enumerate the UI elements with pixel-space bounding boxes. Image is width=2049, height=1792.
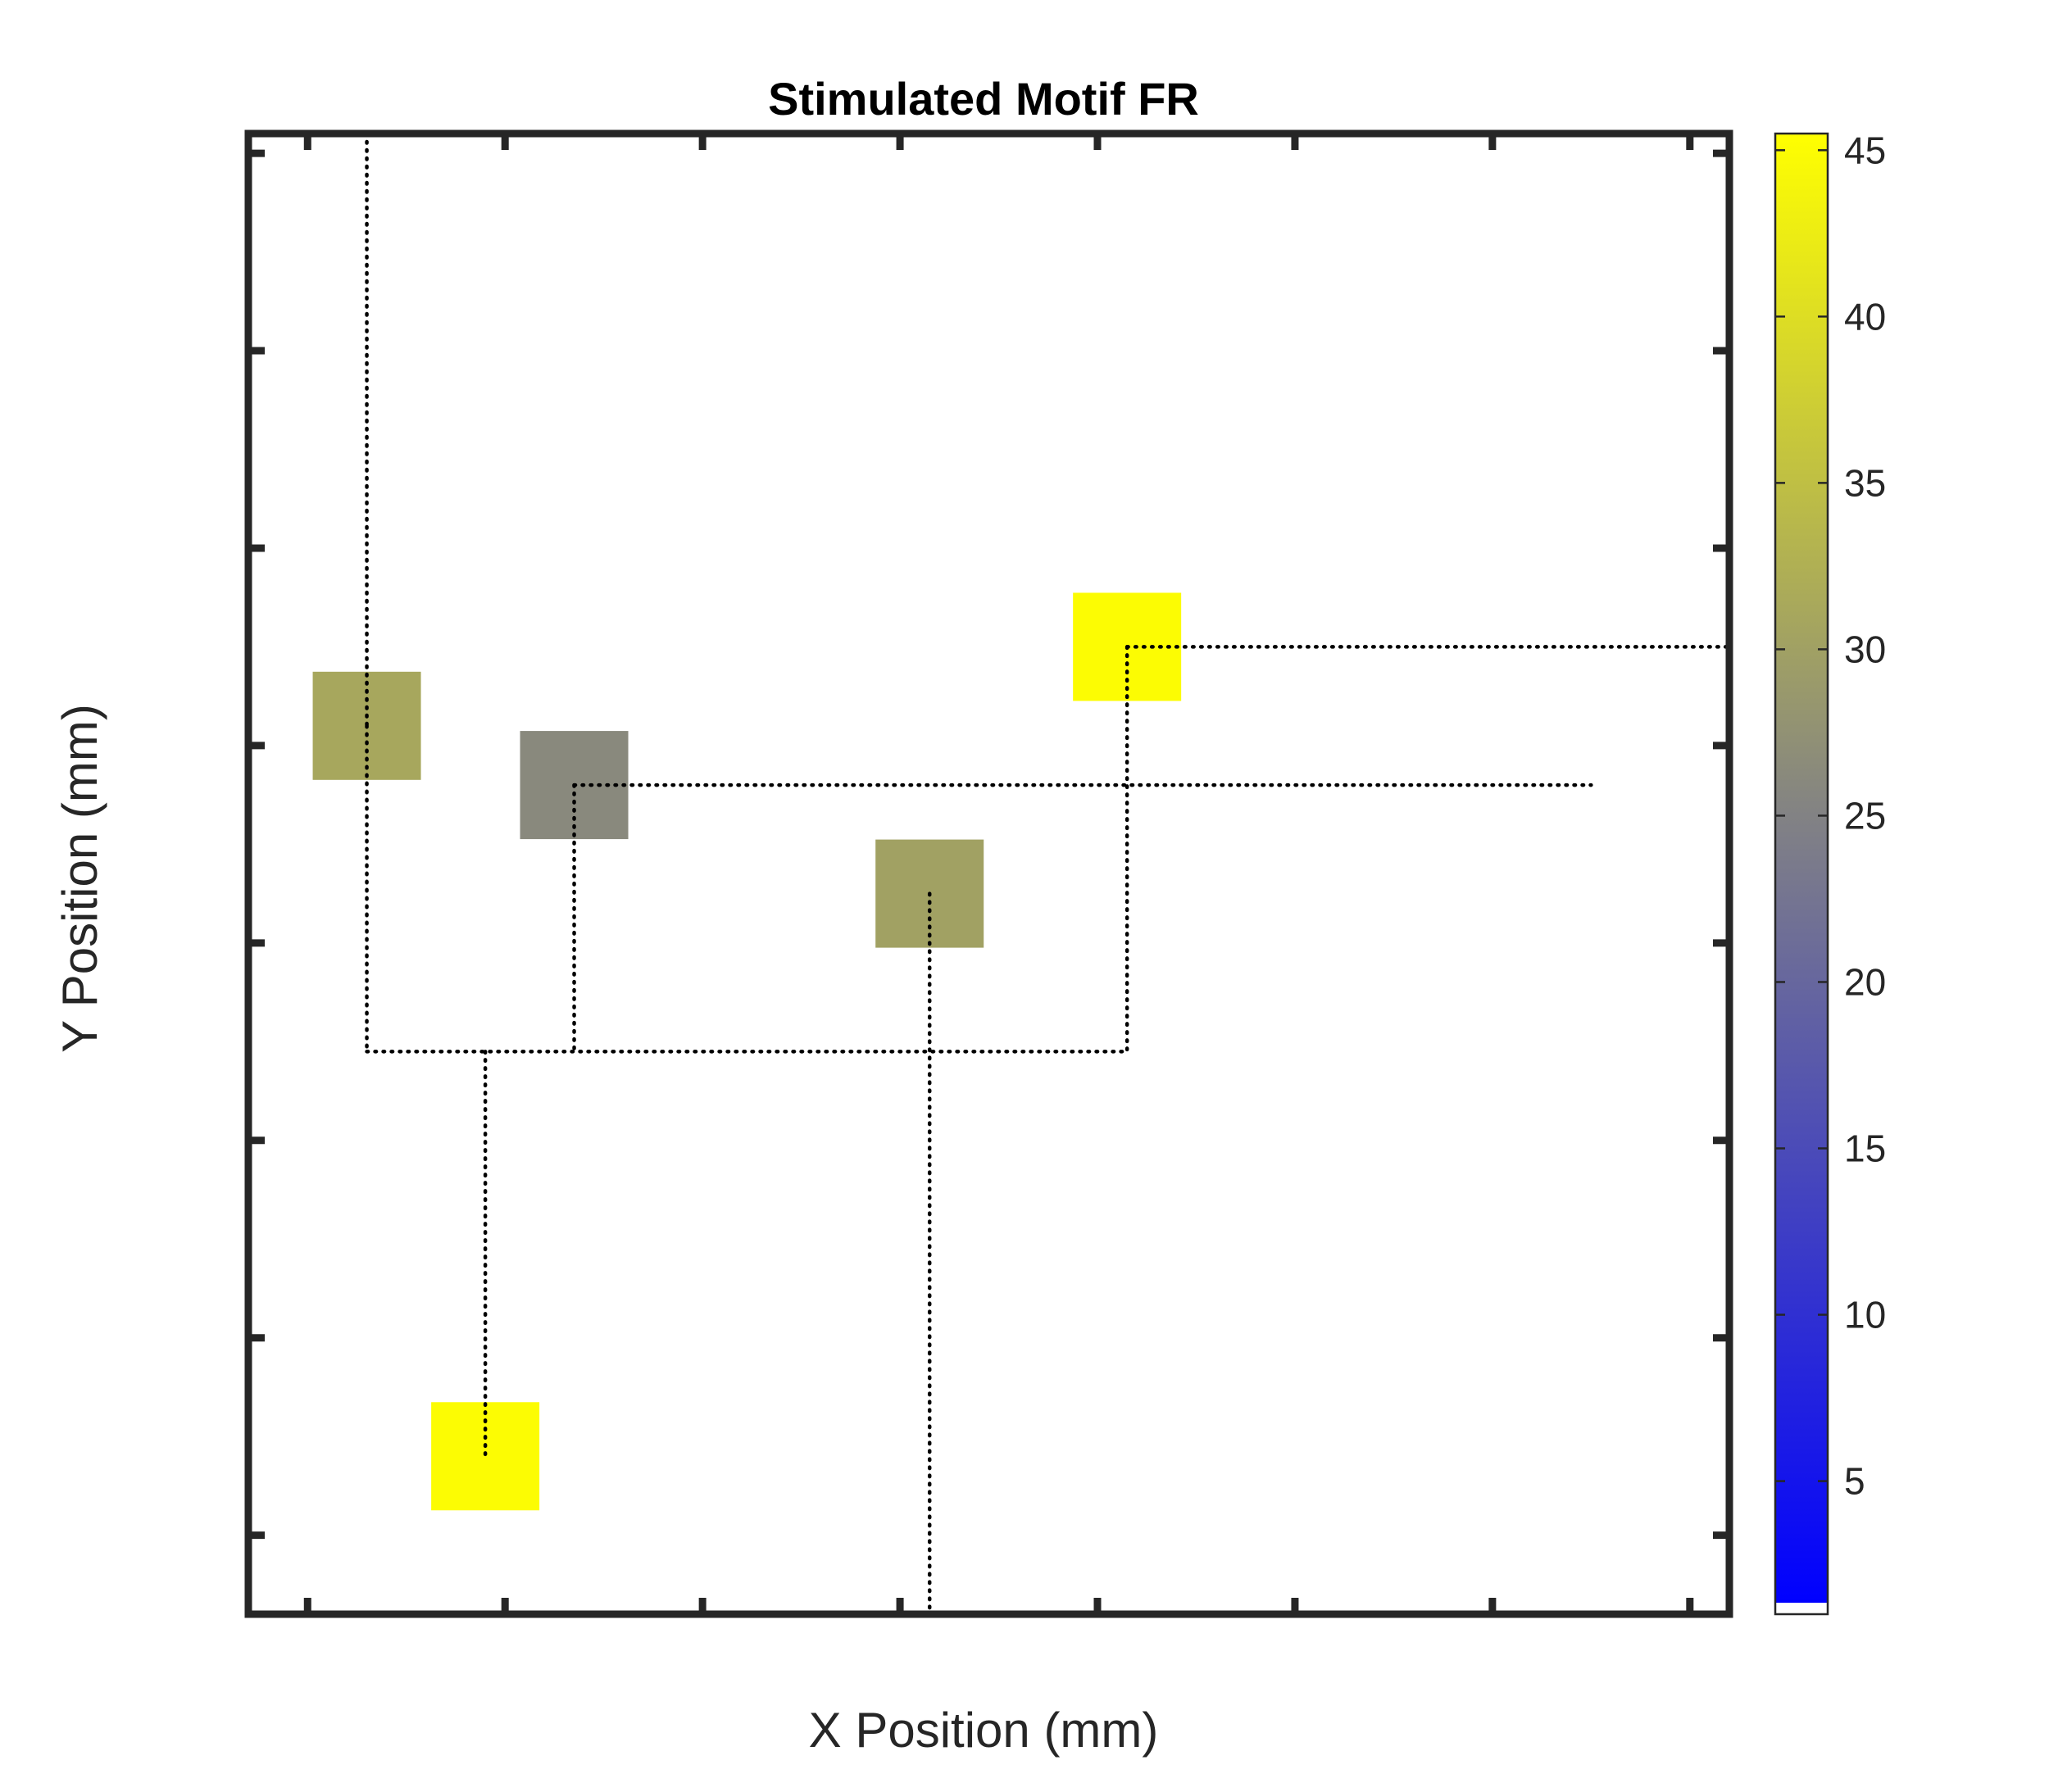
colorbar-tick-label: 30 [1844,628,1886,670]
colorbar-tick-label: 15 [1844,1127,1886,1170]
colorbar-tick-label: 20 [1844,960,1886,1003]
plot-frame [244,129,1733,1618]
axes [244,129,1733,1618]
colorbar-tick-label: 25 [1844,794,1886,837]
colorbar-frame [1774,132,1829,1616]
colorbar: 5 10 15 20 25 30 35 40 45 [1774,129,1886,1616]
colorbar-gradient [1775,134,1828,1603]
colorbar-tick-label: 35 [1844,461,1886,504]
connection-lines [365,131,1732,1617]
colorbar-tick-label: 5 [1844,1460,1865,1503]
y-axis-label: Y Position (mm) [52,704,107,1053]
colorbar-tick-label: 40 [1844,295,1886,338]
x-axis-label: X Position (mm) [809,1703,1159,1758]
chart-title: Stimulated Motif FR [768,73,1199,125]
colorbar-tick-label: 45 [1844,129,1886,171]
colorbar-tick-label: 10 [1844,1294,1886,1336]
